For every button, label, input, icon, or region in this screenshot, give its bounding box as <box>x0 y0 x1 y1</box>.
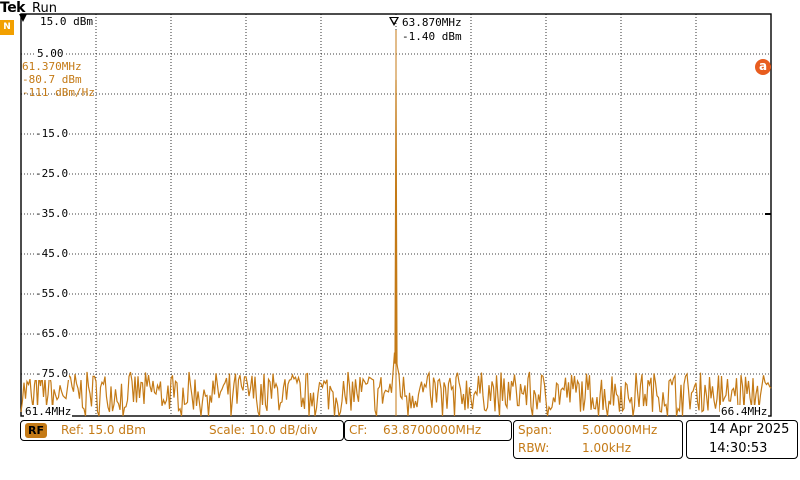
x-start-label: 61.4MHz <box>24 405 73 418</box>
rf-badge[interactable]: RF <box>25 423 47 438</box>
y-tick-label: -65.0 <box>34 327 70 340</box>
y-tick-label: -75.0 <box>34 367 70 380</box>
mode-badge: N <box>0 20 14 35</box>
span-label: Span: <box>518 423 553 437</box>
cf-label: CF: <box>349 423 368 437</box>
marker-level: -80.7 dBm <box>22 73 82 86</box>
tek-logo: Tek <box>0 0 26 16</box>
x-end-label: 66.4MHz <box>720 405 769 418</box>
y-tick-label: -45.0 <box>34 247 70 260</box>
y-tick-label: -25.0 <box>34 167 70 180</box>
y-tick-label: -35.0 <box>34 207 70 220</box>
datetime-panel[interactable]: 14 Apr 2025 14:30:53 <box>686 420 798 459</box>
ref-level-arrow-icon <box>19 14 27 22</box>
peak-readout: 63.870MHz -1.40 dBm <box>390 16 462 44</box>
center-frequency-panel[interactable]: CF: 63.8700000MHz <box>344 420 512 441</box>
peak-frequency: 63.870MHz <box>402 16 462 29</box>
y-tick-label: 5.00 <box>36 47 65 60</box>
rbw-value: 1.00kHz <box>582 441 631 455</box>
span-value: 5.00000MHz <box>582 423 658 437</box>
ref-level-label: 15.0 dBm <box>40 15 93 28</box>
date-display: 14 Apr 2025 <box>709 422 790 437</box>
span-rbw-panel[interactable]: Span: 5.00000MHz RBW: 1.00kHz <box>513 420 683 459</box>
ref-level-value: Ref: 15.0 dBm <box>61 423 146 437</box>
ref-scale-panel[interactable]: RF Ref: 15.0 dBm Scale: 10.0 dB/div <box>20 420 344 441</box>
marker-frequency: 61.370MHz <box>22 60 82 73</box>
scale-value: Scale: 10.0 dB/div <box>209 423 318 437</box>
acquisition-status[interactable]: Run <box>32 1 57 16</box>
marker-density: -111 dBm/Hz <box>22 86 95 99</box>
peak-marker-icon[interactable] <box>389 17 399 26</box>
peak-level: -1.40 dBm <box>402 30 462 43</box>
time-display: 14:30:53 <box>709 441 768 456</box>
cf-value: 63.8700000MHz <box>383 423 482 437</box>
y-tick-label: -55.0 <box>34 287 70 300</box>
rbw-label: RBW: <box>518 441 550 455</box>
y-tick-label: -15.0 <box>34 127 70 140</box>
marker-readout: 61.370MHz -80.7 dBm -111 dBm/Hz <box>22 60 95 99</box>
marker-a-badge[interactable]: a <box>755 59 771 75</box>
